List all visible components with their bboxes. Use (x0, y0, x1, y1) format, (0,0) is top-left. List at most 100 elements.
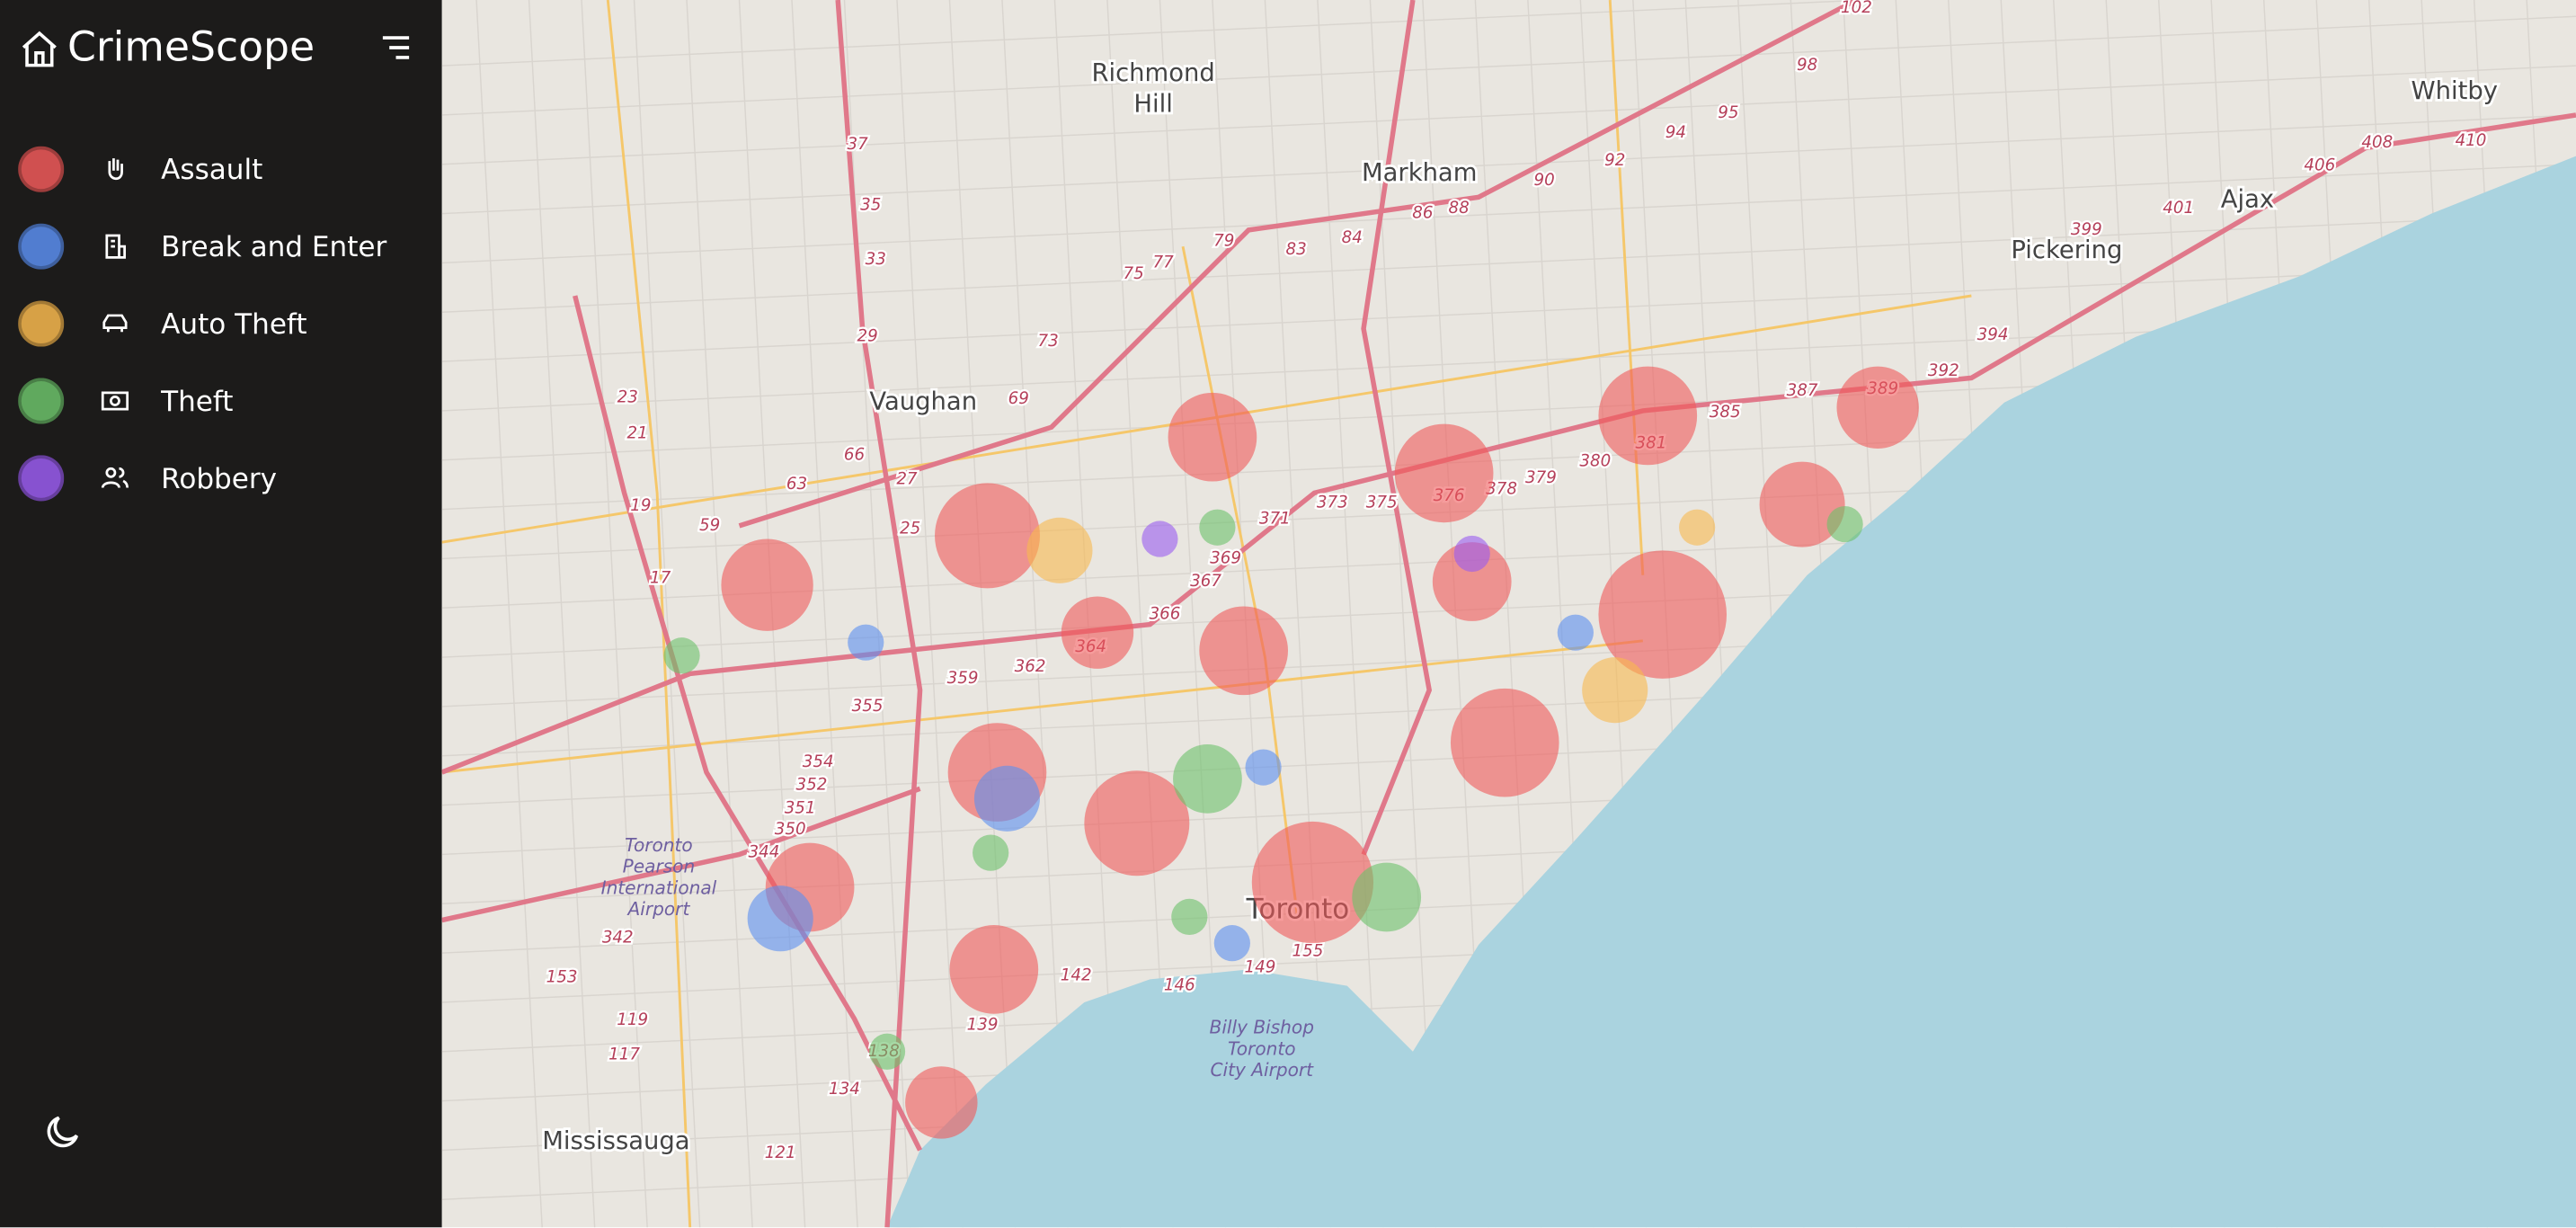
crime-marker[interactable] (663, 637, 700, 674)
route-label: 394 (1977, 325, 2009, 344)
route-label: 23 (617, 387, 638, 406)
crime-marker[interactable] (1173, 743, 1242, 814)
legend-item: Auto Theft (0, 299, 442, 355)
crime-marker[interactable] (1251, 821, 1374, 944)
route-label: 21 (627, 424, 648, 443)
route-label: 59 (699, 516, 720, 535)
crime-marker[interactable] (1598, 366, 1698, 466)
street (896, 0, 964, 1228)
crime-marker[interactable] (1245, 749, 1282, 786)
crime-marker[interactable] (1061, 596, 1134, 669)
legend-icon (102, 314, 128, 333)
street (528, 0, 596, 1228)
legend-swatch (18, 223, 65, 270)
route-label: 17 (650, 568, 671, 587)
route-label: 344 (748, 843, 779, 862)
legend-icon (108, 158, 123, 181)
route-label: 410 (2456, 131, 2487, 150)
crime-marker[interactable] (1352, 862, 1422, 932)
legend-icon (105, 234, 126, 259)
route-label: 69 (1008, 389, 1029, 408)
route-label: 25 (900, 520, 920, 538)
street (441, 15, 2576, 116)
street (441, 114, 2576, 215)
home-icon (22, 31, 57, 67)
route-label: 83 (1286, 240, 1307, 259)
legend-label: Break and Enter (161, 231, 387, 265)
map-labels: Richmond Hill Markham Vaughan Toronto Mississ… (540, 0, 2500, 1164)
route-label: 373 (1317, 493, 1348, 512)
crime-marker[interactable] (1598, 550, 1728, 679)
route-label: 98 (1797, 56, 1817, 75)
crime-marker[interactable] (1141, 521, 1178, 557)
crime-marker[interactable] (1557, 614, 1594, 651)
crime-marker[interactable] (1826, 505, 1863, 543)
crime-marker[interactable] (747, 885, 813, 952)
street (441, 262, 2576, 362)
legend-icon (101, 391, 129, 411)
route-label: 146 (1164, 976, 1195, 995)
place-label: Pickering (2011, 236, 2122, 264)
crime-marker[interactable] (1084, 770, 1190, 877)
crime-marker[interactable] (1213, 925, 1250, 962)
route-label: 35 (860, 195, 881, 214)
street (441, 164, 2576, 264)
route-label: 66 (844, 445, 865, 464)
street (948, 0, 1017, 1228)
crime-marker[interactable] (1168, 392, 1257, 482)
route-label: 399 (2071, 220, 2102, 239)
map[interactable]: Richmond Hill Markham Vaughan Toronto Mississ… (441, 0, 2576, 1228)
route-label: 342 (602, 929, 634, 948)
route-label: 29 (857, 327, 877, 346)
airport-label: International (601, 877, 717, 898)
crime-marker[interactable] (848, 624, 884, 661)
crime-marker[interactable] (1836, 366, 1919, 449)
theme-toggle[interactable] (41, 1111, 84, 1154)
icon-path (101, 467, 129, 488)
route-label: 350 (775, 820, 806, 839)
route-label: 119 (617, 1010, 648, 1029)
crime-marker[interactable] (973, 834, 1009, 871)
crime-marker[interactable] (721, 538, 813, 631)
crime-marker[interactable] (1582, 657, 1648, 724)
route-label: 369 (1210, 548, 1241, 567)
crime-marker[interactable] (1432, 542, 1512, 621)
airport-label: Airport (626, 898, 691, 920)
menu-button[interactable] (379, 33, 413, 63)
route-label: 90 (1534, 171, 1555, 190)
crime-marker[interactable] (949, 925, 1039, 1014)
crime-marker[interactable] (905, 1066, 978, 1139)
legend-swatch (18, 300, 65, 347)
legend-item: Assault (0, 145, 442, 200)
crime-marker[interactable] (935, 483, 1040, 589)
crime-marker[interactable] (1026, 517, 1093, 583)
crime-marker[interactable] (1453, 535, 1490, 573)
crime-marker[interactable] (1759, 461, 1845, 547)
route-label: 385 (1710, 403, 1741, 422)
route-label: 75 (1124, 264, 1144, 283)
legend-label: Robbery (161, 463, 278, 496)
legend-item: Break and Enter (0, 222, 442, 278)
crime-marker[interactable] (868, 1033, 906, 1070)
crime-markers (663, 366, 1919, 1139)
place-label: Ajax (2221, 185, 2274, 213)
route-label: 92 (1604, 151, 1625, 170)
street (441, 65, 2576, 165)
crime-marker[interactable] (1450, 688, 1559, 797)
crime-marker[interactable] (1171, 898, 1208, 936)
crime-marker[interactable] (1199, 606, 1288, 696)
crime-marker[interactable] (973, 765, 1040, 832)
street (686, 0, 753, 1228)
route-label: 19 (630, 496, 651, 515)
route-label: 371 (1259, 510, 1291, 529)
icon-path (105, 234, 126, 259)
route-label: 375 (1366, 493, 1398, 512)
crime-marker[interactable] (1199, 509, 1236, 546)
crime-marker[interactable] (1394, 423, 1494, 523)
crime-marker[interactable] (1679, 509, 1716, 546)
route-label: 153 (546, 968, 578, 987)
street (791, 0, 858, 1228)
route-label: 401 (2163, 199, 2194, 218)
place-label: Markham (1362, 159, 1477, 187)
legend-swatch (18, 378, 65, 424)
